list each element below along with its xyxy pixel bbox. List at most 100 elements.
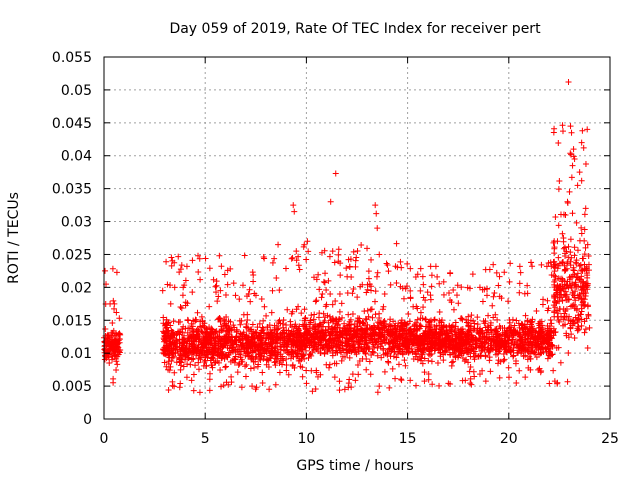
data-point xyxy=(533,328,540,335)
data-point xyxy=(192,336,199,343)
data-point xyxy=(562,252,569,259)
data-point xyxy=(331,259,338,266)
data-point xyxy=(346,263,353,270)
data-point xyxy=(183,374,190,381)
data-point xyxy=(259,369,266,376)
data-point xyxy=(471,325,478,332)
data-point xyxy=(535,346,542,353)
data-point xyxy=(556,178,563,185)
data-point xyxy=(557,359,564,366)
data-point xyxy=(468,312,475,319)
data-point xyxy=(204,348,211,355)
data-point xyxy=(502,338,509,345)
data-point xyxy=(385,268,392,275)
data-point xyxy=(552,277,559,284)
data-point xyxy=(578,267,585,274)
data-point xyxy=(523,323,530,330)
data-point xyxy=(285,371,292,378)
data-point xyxy=(190,329,197,336)
data-point xyxy=(424,289,431,296)
data-point xyxy=(574,247,581,254)
data-point xyxy=(242,373,249,380)
data-point xyxy=(265,363,272,370)
x-tick-label: 20 xyxy=(500,431,518,447)
data-point xyxy=(457,335,464,342)
data-point xyxy=(465,313,472,320)
data-point xyxy=(201,339,208,346)
data-point xyxy=(437,326,444,333)
data-point xyxy=(552,213,559,220)
data-point xyxy=(209,364,216,371)
data-point xyxy=(374,269,381,276)
data-point xyxy=(192,362,199,369)
data-point xyxy=(274,351,281,358)
data-point xyxy=(559,230,566,237)
data-point xyxy=(473,344,480,351)
data-point xyxy=(362,341,368,348)
data-point xyxy=(283,355,290,362)
data-point xyxy=(256,320,263,327)
data-point xyxy=(211,337,218,344)
data-point xyxy=(302,321,309,328)
data-point xyxy=(482,378,489,385)
data-point xyxy=(546,352,553,359)
data-point xyxy=(577,283,584,290)
data-point xyxy=(215,293,222,300)
data-point xyxy=(104,332,111,339)
data-point xyxy=(302,315,309,322)
data-point xyxy=(574,292,581,299)
data-point xyxy=(325,277,332,284)
data-point xyxy=(571,156,578,163)
data-point xyxy=(332,298,339,305)
data-point xyxy=(483,292,490,299)
data-point xyxy=(266,334,273,341)
data-point xyxy=(331,360,338,367)
data-point xyxy=(276,360,283,367)
data-point xyxy=(243,349,250,356)
data-point xyxy=(303,330,310,337)
data-point xyxy=(312,386,319,393)
data-point xyxy=(456,330,463,337)
data-point xyxy=(177,362,184,369)
data-point xyxy=(264,323,271,330)
data-point xyxy=(303,331,310,338)
data-point xyxy=(441,331,448,338)
data-point xyxy=(162,337,169,344)
data-point xyxy=(319,291,326,298)
data-point xyxy=(562,211,569,218)
data-point xyxy=(580,290,587,297)
data-point xyxy=(171,259,178,266)
data-point xyxy=(500,357,507,364)
data-point xyxy=(551,125,558,132)
data-point xyxy=(550,332,557,339)
data-point xyxy=(447,269,454,276)
data-point xyxy=(553,307,560,314)
data-point xyxy=(311,336,318,343)
data-point xyxy=(346,376,353,383)
data-point xyxy=(436,280,443,287)
data-point xyxy=(571,294,578,301)
data-point xyxy=(458,347,465,354)
data-point xyxy=(320,278,327,285)
data-point xyxy=(336,315,343,322)
data-point xyxy=(248,330,255,337)
data-point xyxy=(360,348,367,355)
data-point xyxy=(355,337,362,344)
data-point xyxy=(276,317,283,324)
data-point xyxy=(230,322,237,329)
y-tick-label: 0.04 xyxy=(61,149,92,165)
data-point xyxy=(271,322,278,329)
data-point xyxy=(235,362,242,369)
data-point xyxy=(274,343,281,350)
data-point xyxy=(232,292,239,299)
data-point xyxy=(547,335,554,342)
data-point xyxy=(440,291,447,298)
data-point xyxy=(458,284,465,291)
data-point xyxy=(228,379,235,386)
y-tick-label: 0.02 xyxy=(61,280,92,296)
data-point xyxy=(268,309,275,316)
data-point xyxy=(298,310,305,317)
data-point xyxy=(555,344,562,351)
data-point xyxy=(206,265,213,272)
data-point xyxy=(484,285,491,292)
